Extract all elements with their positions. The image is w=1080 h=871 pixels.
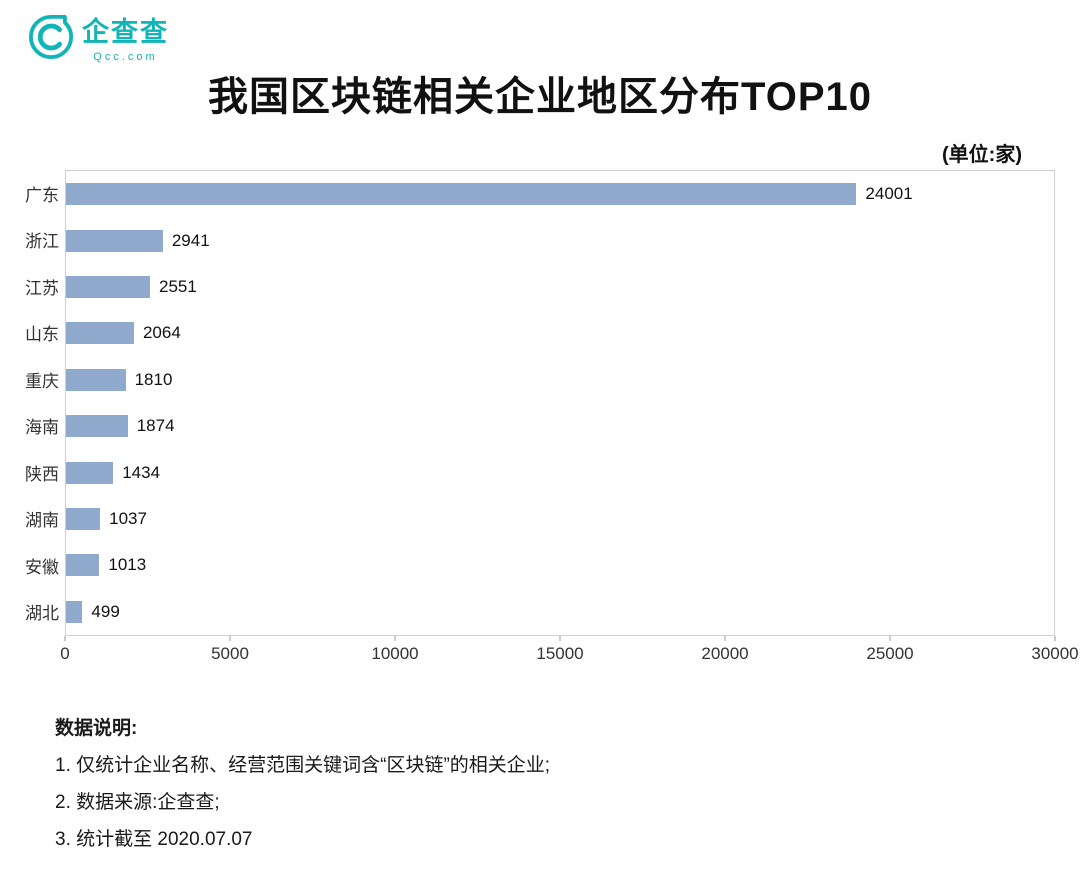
plot-column: 24001 2941 2551 2064 1810 1874 1434 1037 1013 499… xyxy=(60,170,1079,670)
bar xyxy=(66,554,100,577)
value-label: 1810 xyxy=(134,369,173,389)
x-tick-label: 30000 xyxy=(1031,644,1079,663)
plot-area: 24001 2941 2551 2064 1810 1874 1434 1037 1013 499 xyxy=(65,170,1055,636)
bar xyxy=(66,600,83,623)
bar xyxy=(66,276,150,299)
value-label: 2064 xyxy=(142,323,181,343)
x-tick-mark xyxy=(64,636,66,641)
category-label: 重庆 xyxy=(25,371,59,391)
category-label: 浙江 xyxy=(25,232,59,252)
bar-row: 1013 xyxy=(66,542,1054,588)
bar-chart: 广东浙江江苏山东重庆海南陕西湖南安徽湖北 24001 2941 2551 2064 18… xyxy=(20,170,1079,670)
bar-row: 1037 xyxy=(66,496,1054,542)
category-label: 江苏 xyxy=(25,278,59,298)
qcc-logo-icon xyxy=(28,14,74,59)
x-tick-mark xyxy=(1054,636,1056,641)
note-line: 1. 仅统计企业名称、经营范围关键词含“区块链”的相关企业; xyxy=(55,755,551,776)
bar xyxy=(66,415,128,438)
x-tick-mark xyxy=(229,636,231,641)
bar xyxy=(66,322,134,345)
value-label: 1037 xyxy=(109,509,147,529)
unit-label: (单位:家) xyxy=(942,144,1022,166)
page-title: 我国区块链相关企业地区分布TOP10 xyxy=(208,75,872,119)
category-label: 湖南 xyxy=(25,511,59,531)
bar-row: 2064 xyxy=(66,310,1054,356)
x-axis: 0 5000 10000 15000 20000 25000 30000 xyxy=(60,636,1079,670)
bar xyxy=(66,368,126,391)
value-label: 499 xyxy=(91,601,120,621)
x-tick-label: 5000 xyxy=(211,644,249,663)
category-label: 山东 xyxy=(25,325,59,345)
bar-row: 2941 xyxy=(66,217,1054,263)
bar xyxy=(66,229,163,252)
x-tick-mark xyxy=(394,636,396,641)
x-tick-mark xyxy=(889,636,891,641)
category-label: 广东 xyxy=(25,185,59,205)
value-label: 1013 xyxy=(108,555,147,575)
x-tick-label: 10000 xyxy=(371,644,419,663)
notes-heading: 数据说明: xyxy=(55,718,138,739)
category-label: 湖北 xyxy=(25,604,59,624)
x-tick-label: 25000 xyxy=(866,644,914,663)
category-label: 安徽 xyxy=(25,557,59,577)
value-label: 2551 xyxy=(159,277,197,297)
logo-brand-text: 企查查 xyxy=(82,17,169,47)
x-tick-label: 15000 xyxy=(536,644,584,663)
category-label: 陕西 xyxy=(25,464,59,484)
bar-row: 1434 xyxy=(66,449,1054,495)
value-label: 1874 xyxy=(136,416,175,436)
value-label: 1434 xyxy=(122,462,161,482)
bar xyxy=(66,508,101,531)
x-tick-label: 0 xyxy=(60,644,70,663)
note-line: 3. 统计截至 2020.07.07 xyxy=(55,829,253,850)
bar-row: 1810 xyxy=(66,357,1054,403)
value-label: 24001 xyxy=(865,184,913,204)
bar-row: 24001 xyxy=(66,171,1054,217)
bar-row: 1874 xyxy=(66,403,1054,449)
value-label: 2941 xyxy=(171,230,210,250)
bar-row: 499 xyxy=(66,589,1054,635)
bar xyxy=(66,461,114,484)
note-line: 2. 数据来源:企查查; xyxy=(55,792,220,813)
bar-row: 2551 xyxy=(66,264,1054,310)
bar xyxy=(66,183,857,206)
x-tick-mark xyxy=(559,636,561,641)
x-tick-mark xyxy=(724,636,726,641)
category-labels-column: 广东浙江江苏山东重庆海南陕西湖南安徽湖北 xyxy=(20,170,65,670)
category-label: 海南 xyxy=(25,418,59,438)
logo-domain-text: Qcc.com xyxy=(93,51,158,63)
x-tick-label: 20000 xyxy=(701,644,749,663)
qcc-logo: 企查查 Qcc.com xyxy=(28,10,169,63)
data-notes: 数据说明: 1. 仅统计企业名称、经营范围关键词含“区块链”的相关企业; 2. … xyxy=(55,710,550,858)
